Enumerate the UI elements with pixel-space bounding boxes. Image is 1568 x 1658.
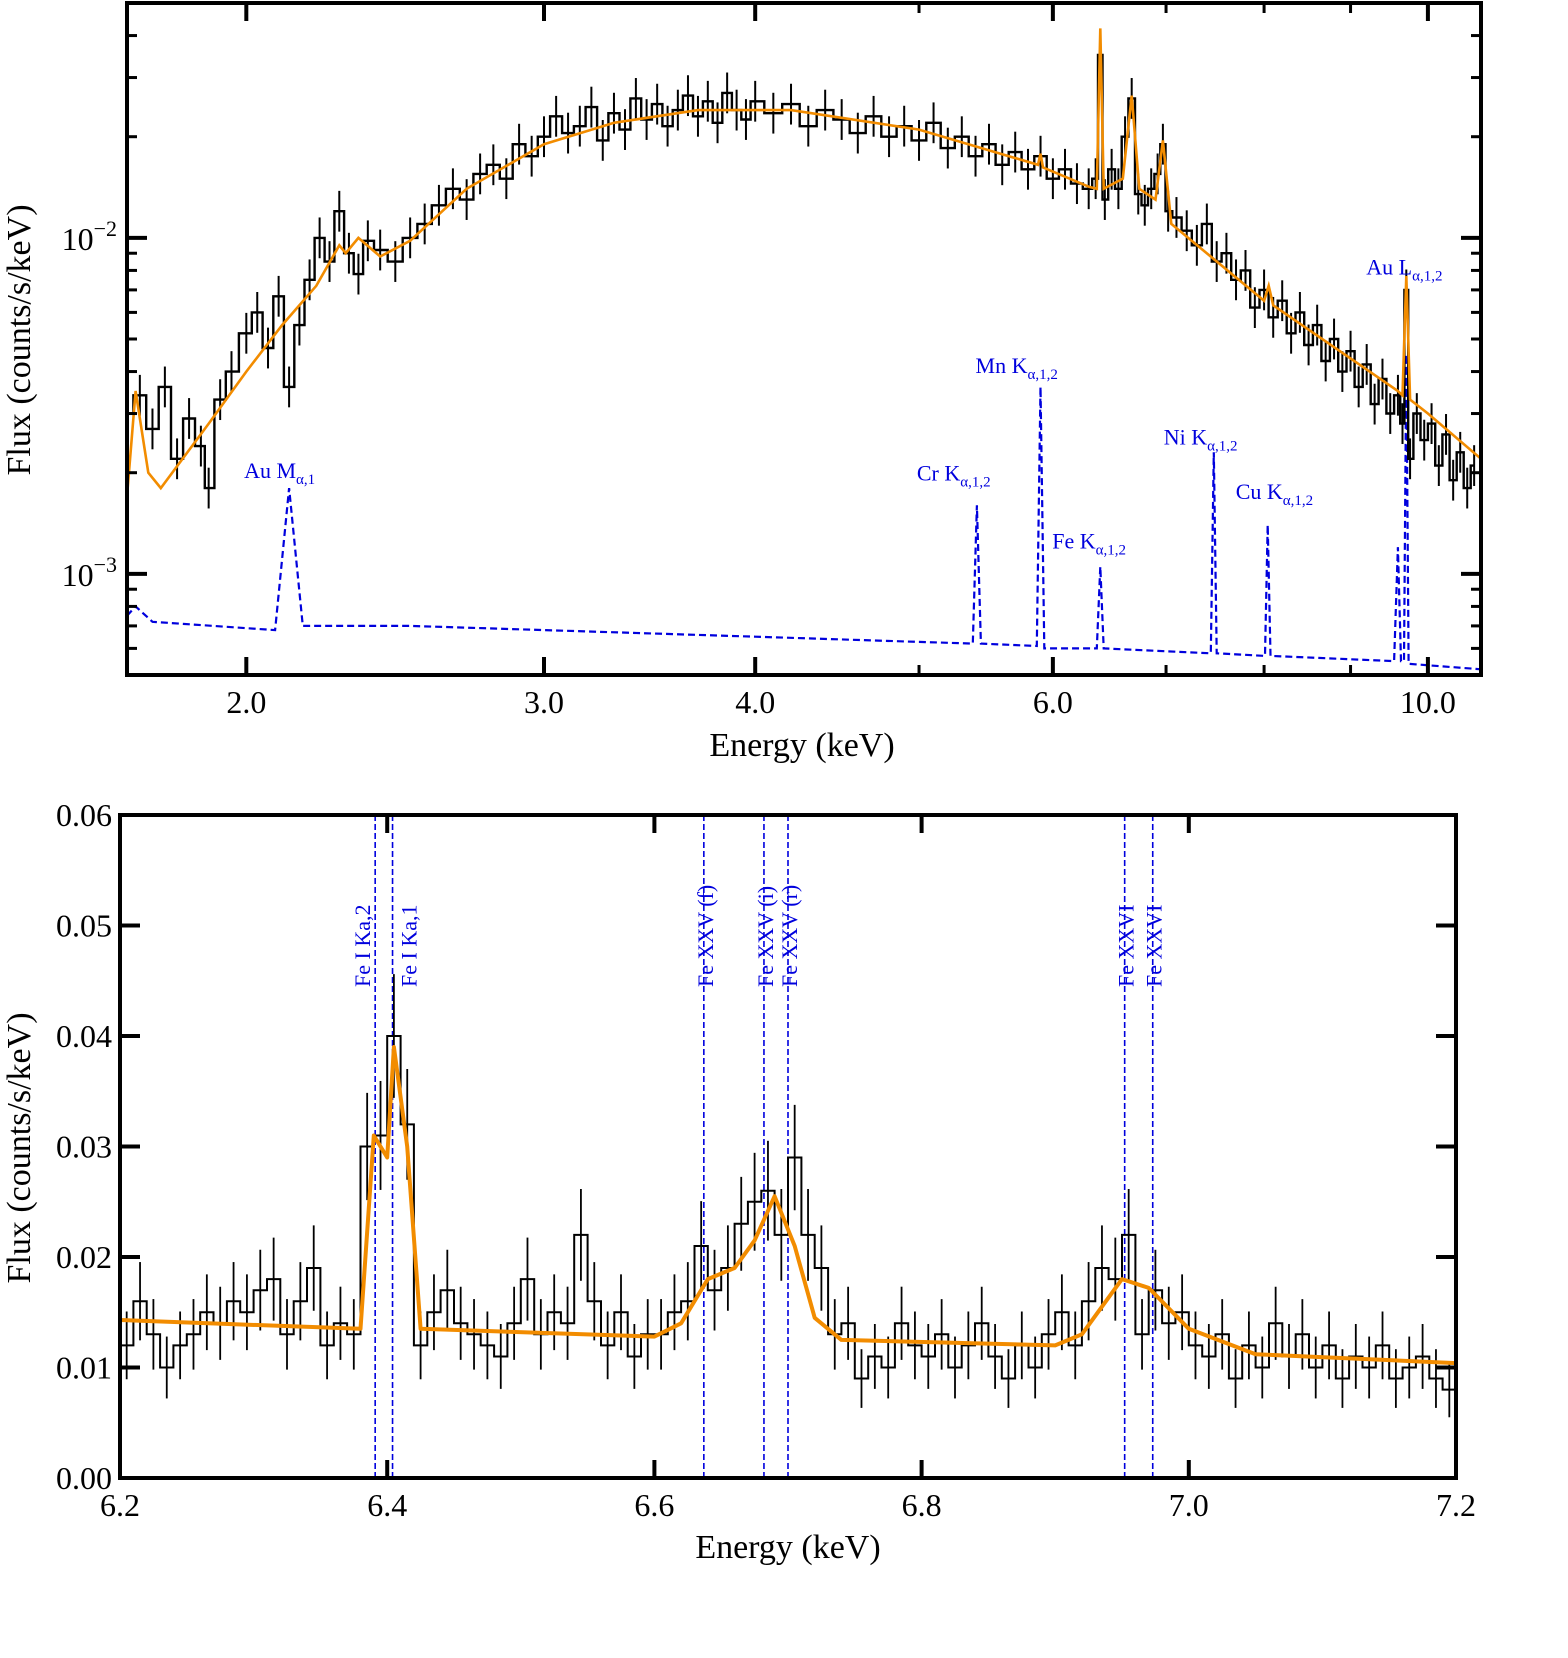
bottom-x-axis-label: Energy (keV) xyxy=(695,1529,880,1566)
line-annotation: Ni Kα,1,2 xyxy=(1164,424,1238,454)
emission-line-label: Fe I Ka,1 xyxy=(397,905,422,987)
y-tick-label: 0.05 xyxy=(56,908,112,944)
annotation-subscript: α,1,2 xyxy=(1412,268,1442,284)
x-tick-label: 7.2 xyxy=(1436,1487,1476,1523)
x-tick-label: 7.0 xyxy=(1169,1487,1209,1523)
annotation-element: Au L xyxy=(1366,254,1412,279)
annotation-element: Cr K xyxy=(917,460,961,485)
annotation-element: Fe K xyxy=(1052,529,1096,554)
x-tick-label: 2.0 xyxy=(226,684,266,720)
emission-line-label: Fe XXV (i) xyxy=(753,886,778,987)
annotation-subscript: α,1,2 xyxy=(1027,367,1057,383)
annotation-subscript: α,1,2 xyxy=(1207,438,1237,454)
model-line xyxy=(120,1045,1456,1366)
model-line xyxy=(127,28,1481,497)
top-y-axis-label: Flux (counts/s/keV) xyxy=(1,204,38,475)
bottom-plot-area xyxy=(120,815,1456,1478)
annotation-subscript: α,1,2 xyxy=(1096,543,1126,559)
x-tick-label: 6.4 xyxy=(367,1487,407,1523)
line-annotation: Au Mα,1 xyxy=(244,458,315,488)
x-tick-label: 10.0 xyxy=(1400,684,1456,720)
emission-line-label: Fe XXVI xyxy=(1142,905,1167,988)
line-annotation: Mn Kα,1,2 xyxy=(976,353,1058,383)
y-tick-label: 10−3 xyxy=(62,552,117,593)
bottom-y-axis-label: Flux (counts/s/keV) xyxy=(1,1012,38,1283)
x-tick-label: 6.0 xyxy=(1033,684,1073,720)
annotation-element: Ni K xyxy=(1164,424,1208,449)
y-tick-label: 0.02 xyxy=(56,1239,112,1275)
top-panel: 2.0 3.0 4.0 6.0 10.010−310−2Au Mα,1 Cr Kα,1,2… xyxy=(62,1,1483,720)
y-tick-label: 0.04 xyxy=(56,1018,112,1054)
bottom-panel: Fe I Ka,2 Fe I Ka,1 Fe XXV (f) Fe XXV (i) Fe… xyxy=(56,797,1476,1523)
top-plot-area xyxy=(127,28,1481,671)
emission-line-label: Fe I Ka,2 xyxy=(350,905,375,987)
y-tick-label: 0.00 xyxy=(56,1460,112,1496)
y-tick-base: 10 xyxy=(62,221,94,257)
top-plot-frame xyxy=(125,1,1483,677)
x-tick-label: 4.0 xyxy=(735,684,775,720)
annotation-element: Mn K xyxy=(976,353,1028,378)
line-annotation: Fe Kα,1,2 xyxy=(1052,529,1126,559)
y-tick-base: 10 xyxy=(62,557,94,593)
emission-line-label: Fe XXV (r) xyxy=(777,885,802,987)
spectrum-data-step xyxy=(120,1035,1456,1391)
x-tick-label: 6.6 xyxy=(634,1487,674,1523)
emission-line-label: Fe XXV (f) xyxy=(693,885,718,987)
annotation-element: Cu K xyxy=(1236,479,1283,504)
emission-line-label: Fe XXVI xyxy=(1114,905,1139,988)
y-tick-exponent: −2 xyxy=(94,216,117,241)
y-tick-label: 0.03 xyxy=(56,1129,112,1165)
line-annotation: Au Lα,1,2 xyxy=(1366,254,1442,284)
line-annotation: Cu Kα,1,2 xyxy=(1236,479,1313,509)
annotation-subscript: α,1,2 xyxy=(1283,493,1313,509)
y-tick-label: 0.01 xyxy=(56,1350,112,1386)
x-tick-label: 6.2 xyxy=(100,1487,140,1523)
annotation-subscript: α,1 xyxy=(296,472,315,488)
spectrum-data-step xyxy=(127,53,1475,490)
background-model-line xyxy=(127,354,1481,671)
line-annotation: Cr Kα,1,2 xyxy=(917,460,991,490)
y-tick-label: 10−2 xyxy=(62,216,117,257)
annotation-element: Au M xyxy=(244,458,296,483)
top-x-axis-label: Energy (keV) xyxy=(709,727,894,764)
y-tick-exponent: −3 xyxy=(94,552,117,577)
y-tick-label: 0.06 xyxy=(56,797,112,833)
x-tick-label: 6.8 xyxy=(902,1487,942,1523)
annotation-subscript: α,1,2 xyxy=(960,474,990,490)
x-tick-label: 3.0 xyxy=(524,684,564,720)
